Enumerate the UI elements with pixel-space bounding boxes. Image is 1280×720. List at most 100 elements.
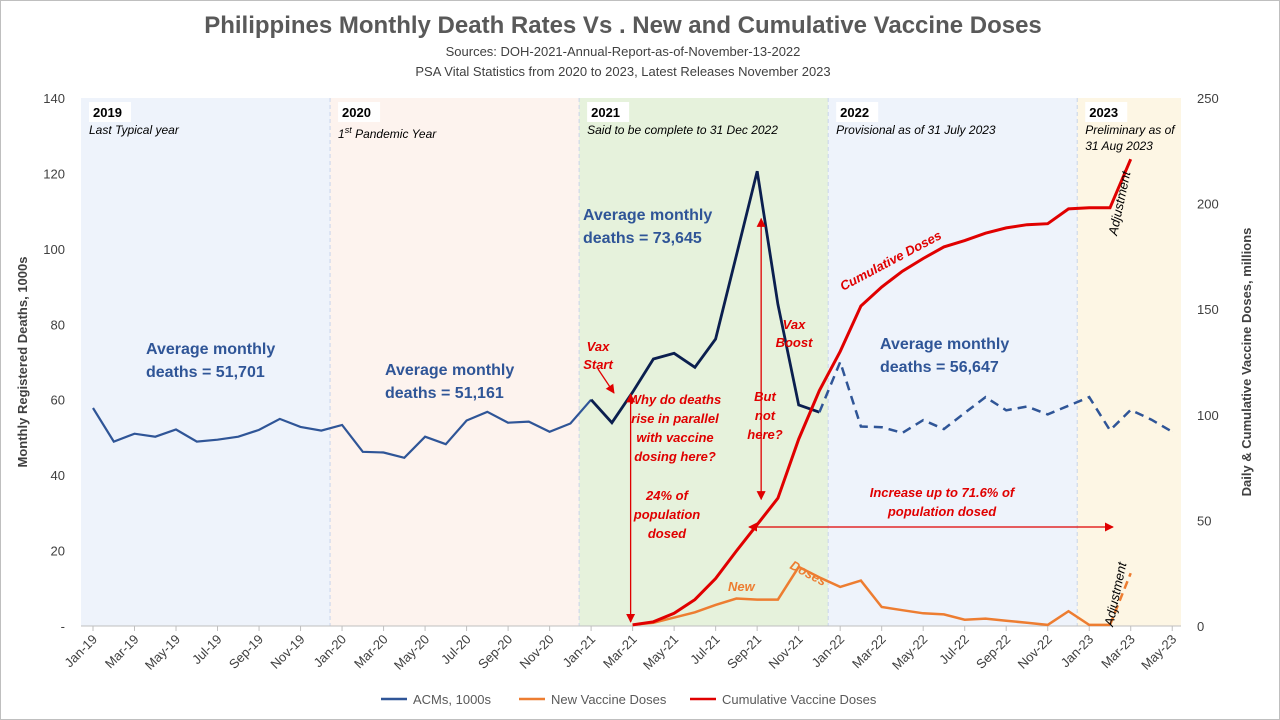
x-tick-label: May-21 [640, 632, 681, 673]
y-tick-label: 100 [43, 242, 65, 257]
x-tick-label: Jul-20 [438, 632, 474, 668]
vax-boost-label: Vax [783, 317, 806, 332]
y2-tick-label: 50 [1197, 513, 1211, 528]
y2-tick-label: 200 [1197, 197, 1219, 212]
region-note: Provisional as of 31 July 2023 [836, 123, 996, 137]
y2-axis-label: Daily & Cumulative Vaccine Doses, millio… [1239, 228, 1254, 497]
new-label: New [728, 579, 756, 594]
x-tick-label: Mar-23 [1098, 632, 1138, 672]
deaths-question-label: with vaccine [636, 430, 713, 445]
year-regions: 2019 Last Typical year 2020 1st Pandemic Ye… [81, 98, 1181, 626]
y-tick-label: - [61, 619, 65, 634]
x-tick-label: Jan-20 [310, 632, 349, 671]
y2-tick-label: 250 [1197, 91, 1219, 106]
region-note: Said to be complete to 31 Dec 2022 [587, 123, 778, 137]
x-tick-label: Mar-20 [351, 632, 391, 672]
vax-boost-label: Boost [776, 335, 814, 350]
x-tick-label: Jan-21 [560, 632, 599, 671]
region-year-box [836, 102, 879, 122]
region-band-2023 [1077, 98, 1181, 626]
region-year-box [1085, 102, 1128, 122]
deaths-question-label: dosing here? [634, 449, 716, 464]
pct-24-label: 24% of [645, 488, 690, 503]
region-note: 31 Aug 2023 [1085, 139, 1153, 153]
deaths-question-label: rise in parallel [631, 411, 719, 426]
x-tick-label: Sep-19 [226, 632, 266, 672]
x-tick-label: Jul-19 [189, 632, 225, 668]
but-not-here-label: here? [747, 427, 782, 442]
region-year-label: 2019 [93, 105, 122, 120]
x-tick-label: May-20 [391, 632, 432, 673]
pct-24-label: dosed [648, 526, 687, 541]
new-doses-line [632, 565, 1110, 627]
x-tick-label: Sep-20 [475, 632, 515, 672]
region-year-label: 2022 [840, 105, 869, 120]
but-not-here-label: But [754, 389, 776, 404]
chart-subtitle-2: PSA Vital Statistics from 2020 to 2023, … [415, 64, 830, 79]
y-tick-label: 40 [51, 468, 65, 483]
arrow-vax-start [597, 368, 615, 394]
region-year-label: 2023 [1089, 105, 1118, 120]
y-tick-label: 120 [43, 166, 65, 181]
legend-label: New Vaccine Doses [551, 692, 667, 707]
x-tick-label: May-19 [142, 632, 183, 673]
chart-title: Philippines Monthly Death Rates Vs . New… [204, 12, 1042, 39]
y-axis-label: Monthly Registered Deaths, 1000s [15, 257, 30, 468]
region-band-2020 [330, 98, 580, 626]
y-tick-label: 140 [43, 91, 65, 106]
deaths-question-label: Why do deaths [629, 392, 721, 407]
vax-start-label: Start [583, 357, 613, 372]
x-tick-label: Mar-22 [849, 632, 889, 672]
x-tick-label: Mar-19 [102, 632, 142, 672]
chart-header: Philippines Monthly Death Rates Vs . New… [204, 12, 1042, 79]
average-monthly-deaths-label: deaths = 51,161 [385, 385, 504, 402]
x-tick-label: Sep-21 [724, 632, 764, 672]
x-tick-label: May-22 [889, 632, 930, 673]
region-year-box [89, 102, 131, 122]
y2-tick-label: 150 [1197, 302, 1219, 317]
region-year-box [587, 102, 630, 122]
y2-tick-label: 100 [1197, 408, 1219, 423]
pct-71-label: population dosed [887, 504, 997, 519]
acm-line-2022-2023 [818, 358, 1173, 435]
legend-label: ACMs, 1000s [413, 692, 492, 707]
average-monthly-deaths-label: deaths = 51,701 [146, 364, 265, 381]
pct-24-label: population [633, 507, 700, 522]
region-year-label: 2020 [342, 105, 371, 120]
average-monthly-deaths-label: Average monthly [880, 336, 1009, 353]
region-year-box [338, 102, 381, 122]
x-tick-label: Nov-19 [267, 632, 307, 672]
new-doses-adjustment-line [1108, 572, 1132, 626]
x-tick-label: Mar-21 [600, 632, 640, 672]
region-note: Preliminary as of [1085, 123, 1176, 137]
x-tick-label: Nov-20 [516, 632, 556, 672]
y-tick-label: 60 [51, 393, 65, 408]
pct-71-label: Increase up to 71.6% of [870, 485, 1016, 500]
x-tick-label: Jul-21 [687, 632, 723, 668]
x-tick-label: Jan-19 [61, 632, 100, 671]
region-year-label: 2021 [591, 105, 620, 120]
average-monthly-deaths-label: Average monthly [583, 207, 712, 224]
region-note: Last Typical year [89, 123, 180, 137]
legend-label: Cumulative Vaccine Doses [722, 692, 877, 707]
y2-tick-label: 0 [1197, 619, 1204, 634]
region-band-2021 [579, 98, 829, 626]
average-monthly-deaths-label: Average monthly [146, 341, 275, 358]
average-monthly-deaths-label: deaths = 73,645 [583, 230, 702, 247]
x-tick-label: Nov-21 [766, 632, 806, 672]
average-monthly-deaths-label: deaths = 56,647 [880, 359, 999, 376]
but-not-here-label: not [755, 408, 776, 423]
x-tick-label: May-23 [1138, 632, 1179, 673]
region-band-2022 [828, 98, 1078, 626]
region-note: 1st Pandemic Year [338, 125, 437, 141]
x-tick-label: Jul-22 [936, 632, 972, 668]
x-tick-label: Sep-22 [973, 632, 1013, 672]
chart-subtitle-1: Sources: DOH-2021-Annual-Report-as-of-No… [446, 44, 801, 59]
legend: ACMs, 1000s New Vaccine Doses Cumulative V… [381, 692, 877, 707]
y-tick-label: 20 [51, 544, 65, 559]
x-tick-label: Jan-22 [809, 632, 848, 671]
average-monthly-deaths-label: Average monthly [385, 362, 514, 379]
y-tick-label: 80 [51, 317, 65, 332]
